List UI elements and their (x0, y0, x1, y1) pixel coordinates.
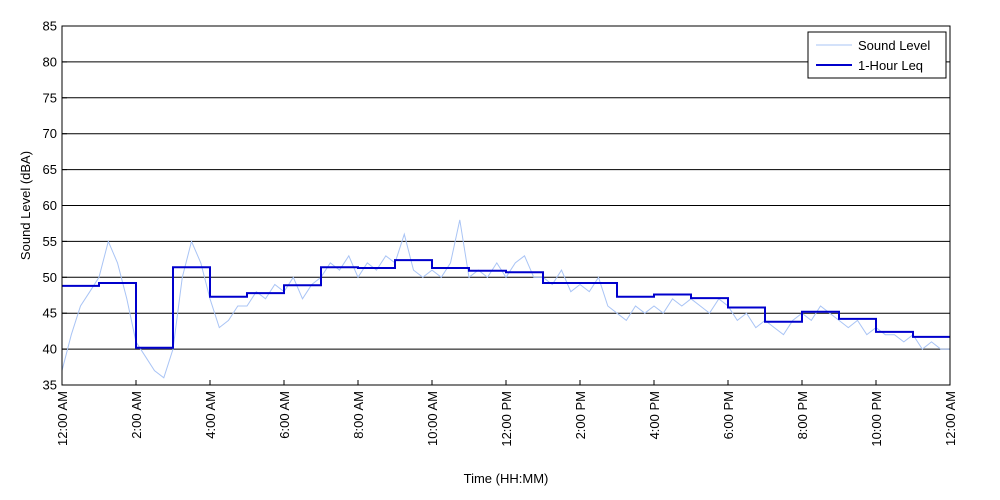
series-line-sound-level (62, 219, 950, 379)
grid-lines (62, 25, 950, 386)
y-tick-label-85: 85 (43, 19, 57, 34)
legend: Sound Level 1-Hour Leq (807, 31, 947, 79)
series-line-1-hour-leq (62, 259, 950, 349)
series-layer (62, 219, 950, 379)
y-tick-label-80: 80 (43, 54, 57, 69)
y-tick-label-40: 40 (43, 342, 57, 357)
y-axis-ticks: 35 40 45 50 55 60 65 70 75 80 85 (43, 19, 67, 393)
x-tick-label-8: 4:00 PM (647, 391, 662, 439)
x-tick-label-9: 6:00 PM (721, 391, 736, 439)
y-tick-label-65: 65 (43, 162, 57, 177)
y-tick-label-35: 35 (43, 378, 57, 393)
x-tick-label-12: 12:00 AM (943, 391, 958, 446)
x-tick-label-10: 8:00 PM (795, 391, 810, 439)
y-tick-label-45: 45 (43, 306, 57, 321)
x-tick-label-3: 6:00 AM (277, 391, 292, 439)
y-tick-label-75: 75 (43, 90, 57, 105)
y-tick-label-55: 55 (43, 234, 57, 249)
x-tick-label-0: 12:00 AM (55, 391, 70, 446)
legend-label-sound-level: Sound Level (858, 38, 930, 53)
y-tick-label-70: 70 (43, 126, 57, 141)
x-tick-label-7: 2:00 PM (573, 391, 588, 439)
x-axis-label: Time (HH:MM) (464, 471, 549, 486)
x-tick-label-2: 4:00 AM (203, 391, 218, 439)
y-axis-label: Sound Level (dBA) (18, 151, 33, 260)
x-tick-label-4: 8:00 AM (351, 391, 366, 439)
x-axis-ticks: 12:00 AM 2:00 AM 4:00 AM 6:00 AM 8:00 AM 10:0… (55, 380, 958, 447)
legend-box (807, 31, 947, 79)
y-tick-label-60: 60 (43, 198, 57, 213)
y-tick-label-50: 50 (43, 270, 57, 285)
x-tick-label-1: 2:00 AM (129, 391, 144, 439)
x-tick-label-6: 12:00 PM (499, 391, 514, 447)
legend-label-1-hour-leq: 1-Hour Leq (858, 58, 923, 73)
x-tick-label-5: 10:00 AM (425, 391, 440, 446)
x-tick-label-11: 10:00 PM (869, 391, 884, 447)
